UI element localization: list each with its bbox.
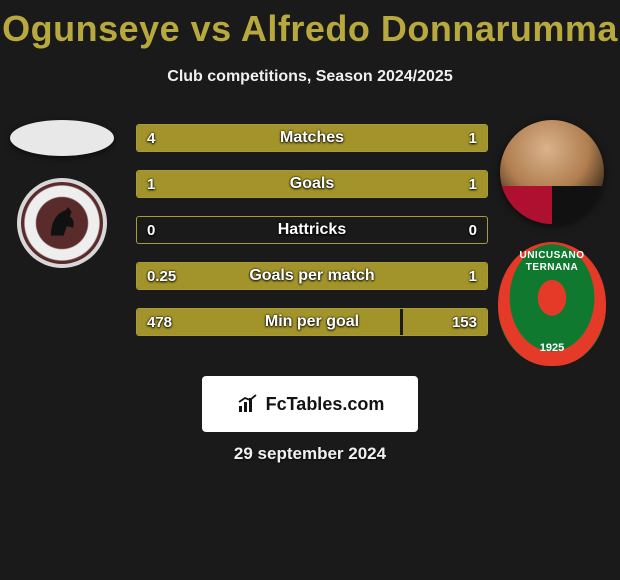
stat-row: 0.25Goals per match1 xyxy=(136,262,488,290)
horse-icon xyxy=(43,204,81,242)
player-left-column xyxy=(8,120,116,268)
stat-row: 4Matches1 xyxy=(136,124,488,152)
stat-label: Goals per match xyxy=(137,267,487,285)
stats-container: 4Matches11Goals10Hattricks00.25Goals per… xyxy=(136,124,488,354)
stat-label: Hattricks xyxy=(137,221,487,239)
player-right-avatar xyxy=(500,120,604,224)
branding-box[interactable]: FcTables.com xyxy=(202,376,418,432)
page-title: Ogunseye vs Alfredo Donnarumma xyxy=(0,0,620,50)
club-badge-right-year: 1925 xyxy=(498,342,606,354)
club-badge-left xyxy=(17,178,107,268)
player-left-avatar xyxy=(10,120,114,156)
club-badge-right-mid: TERNANA xyxy=(498,262,606,273)
stat-value-right: 153 xyxy=(452,314,477,331)
stat-value-right: 1 xyxy=(469,268,477,285)
stat-value-right: 1 xyxy=(469,176,477,193)
player-right-column: UNICUSANO TERNANA 1925 xyxy=(498,120,606,366)
stat-row: 478Min per goal153 xyxy=(136,308,488,336)
club-badge-right: UNICUSANO TERNANA 1925 xyxy=(498,242,606,366)
stat-label: Goals xyxy=(137,175,487,193)
branding-text: FcTables.com xyxy=(266,394,385,415)
stat-row: 0Hattricks0 xyxy=(136,216,488,244)
club-badge-right-top: UNICUSANO xyxy=(498,250,606,261)
stat-value-right: 1 xyxy=(469,130,477,147)
date-label: 29 september 2024 xyxy=(0,444,620,464)
stat-row: 1Goals1 xyxy=(136,170,488,198)
stat-label: Matches xyxy=(137,129,487,147)
stat-value-right: 0 xyxy=(469,222,477,239)
stat-label: Min per goal xyxy=(137,313,487,331)
bar-chart-icon xyxy=(236,392,260,416)
subtitle: Club competitions, Season 2024/2025 xyxy=(0,68,620,86)
